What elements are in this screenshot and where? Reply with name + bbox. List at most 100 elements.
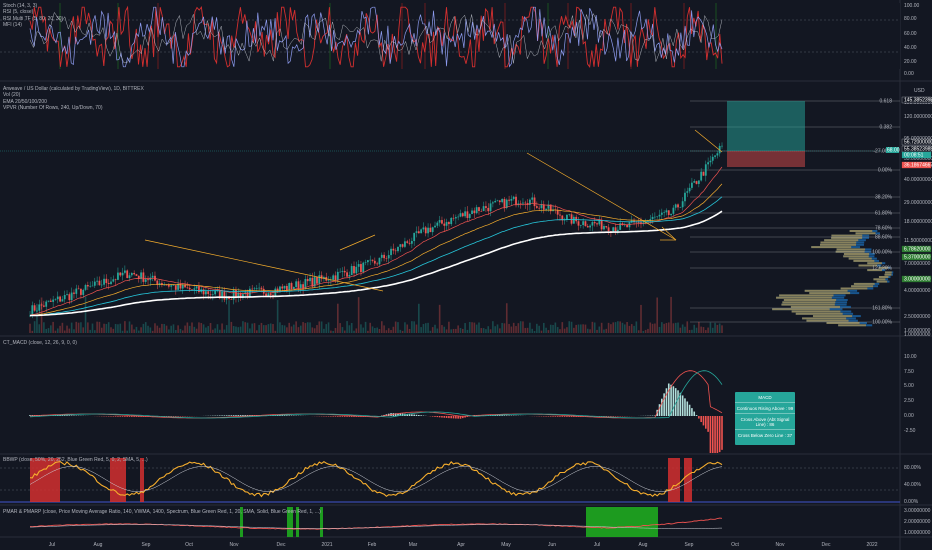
- candle-body: [489, 203, 492, 212]
- volume-bar: [376, 327, 378, 333]
- candle-body: [135, 274, 138, 276]
- candle-body: [237, 292, 240, 298]
- candle-body: [714, 155, 716, 157]
- bbwp-extreme-bar: [30, 458, 60, 502]
- fib-label: 38.20%: [875, 195, 893, 201]
- volume-bar: [364, 321, 367, 333]
- volume-bar: [647, 328, 649, 333]
- volume-bar: [343, 330, 346, 333]
- macd-hist-bar: [112, 416, 115, 417]
- volume-bar: [121, 330, 124, 333]
- macd-hist-bar: [672, 386, 675, 416]
- time-tick: Oct: [185, 542, 193, 548]
- macd-histogram: [29, 383, 723, 453]
- volume-bar: [126, 330, 129, 333]
- volume-bar: [337, 303, 339, 333]
- candle-body: [350, 266, 353, 276]
- candle-body: [133, 272, 136, 275]
- candle-body: [653, 216, 656, 218]
- stoch-tick: 80.00: [904, 16, 917, 22]
- candle-body: [295, 281, 298, 288]
- candle-body: [318, 275, 321, 284]
- price-unit: USD: [914, 88, 925, 94]
- candle-body: [691, 182, 693, 188]
- macd-hist-bar: [330, 416, 332, 417]
- candle-body: [304, 279, 307, 289]
- volume-bar: [517, 323, 520, 333]
- candle-body: [186, 287, 189, 289]
- legend-line: PMAR & PMARP (close, Price Moving Averag…: [3, 509, 321, 515]
- macd-hist-bar: [353, 416, 355, 417]
- volume-bar: [140, 327, 142, 333]
- price-tag: 6.78620000: [904, 247, 931, 253]
- candle-body: [501, 198, 504, 203]
- legend-line: Vol (20): [3, 92, 21, 99]
- candle-body: [390, 248, 392, 256]
- candle-body: [475, 207, 478, 214]
- volume-bar: [466, 329, 469, 333]
- price-tick: 29.00000000: [904, 200, 932, 206]
- volume-bar: [33, 321, 36, 333]
- time-tick: Aug: [639, 542, 648, 548]
- volume-bar: [286, 327, 288, 333]
- fib-label: 0.382: [879, 125, 892, 131]
- candle-body: [276, 288, 279, 293]
- volume-bar: [464, 323, 466, 333]
- volume-bar: [309, 322, 311, 333]
- volume-bar: [154, 323, 156, 333]
- volume-bar: [334, 327, 337, 333]
- volume-bar: [390, 329, 392, 333]
- volume-bar: [438, 304, 441, 333]
- vpvr-row: [804, 289, 848, 292]
- candle-body: [383, 254, 386, 259]
- volume-bar: [499, 328, 501, 333]
- price-tick: 1.00000000: [904, 332, 931, 338]
- volume-bar: [584, 324, 587, 333]
- time-axis: Jul Aug Sep Oct Nov Dec 2021 Feb Mar Apr May Jun Jul…: [49, 542, 878, 548]
- price-tick: 1.60000000: [904, 328, 931, 334]
- volume-bar: [346, 321, 348, 333]
- volume-bar: [612, 322, 615, 333]
- legend-line: RSI (5, close): [3, 9, 34, 16]
- volume-bar: [441, 325, 443, 333]
- volume-bar: [695, 327, 698, 333]
- volume-bar: [38, 324, 41, 333]
- bbwp-line: [29, 460, 723, 498]
- volume-bar: [198, 322, 200, 333]
- candle-body: [422, 227, 425, 230]
- macd-hist-bar: [128, 416, 131, 417]
- candle-body: [279, 286, 281, 293]
- volume-bar: [716, 324, 719, 333]
- volume-bar: [707, 327, 709, 333]
- volume-bar: [714, 322, 716, 333]
- candle-body: [66, 294, 68, 295]
- volume-bar: [633, 325, 635, 333]
- macd-hist-bar: [244, 415, 247, 416]
- candle-body: [577, 221, 580, 226]
- vpvr-row: [806, 319, 849, 322]
- vpvr-row: [782, 301, 836, 304]
- candle-body: [424, 227, 427, 234]
- volume-bar: [265, 325, 267, 333]
- candle-body: [140, 272, 142, 279]
- price-tags: 145.38523989 56.7200000055.3852398900:08:…: [886, 96, 932, 283]
- volume-bar: [549, 324, 552, 333]
- candle-body: [702, 171, 705, 176]
- macd-hist-bar: [228, 415, 230, 416]
- volume-bar: [269, 323, 272, 333]
- volume-bar: [91, 323, 94, 333]
- candle-body: [658, 214, 661, 217]
- legend-symbol[interactable]: Arweave / US Dollar (calculated by Tradi…: [3, 86, 144, 92]
- candle-body: [522, 202, 524, 204]
- candle-body: [589, 225, 591, 228]
- volume-bar: [480, 328, 483, 333]
- macd-hist-bar: [179, 416, 182, 417]
- candle-body: [586, 226, 589, 228]
- macd-axis: 10.00 7.50 5.00 2.50 0.00 -2.50: [904, 354, 917, 434]
- candle-body: [366, 260, 369, 263]
- volume-bar: [603, 329, 605, 333]
- macd-hist-bar: [695, 415, 698, 416]
- time-tick: Dec: [822, 542, 831, 548]
- candle-body: [202, 289, 205, 295]
